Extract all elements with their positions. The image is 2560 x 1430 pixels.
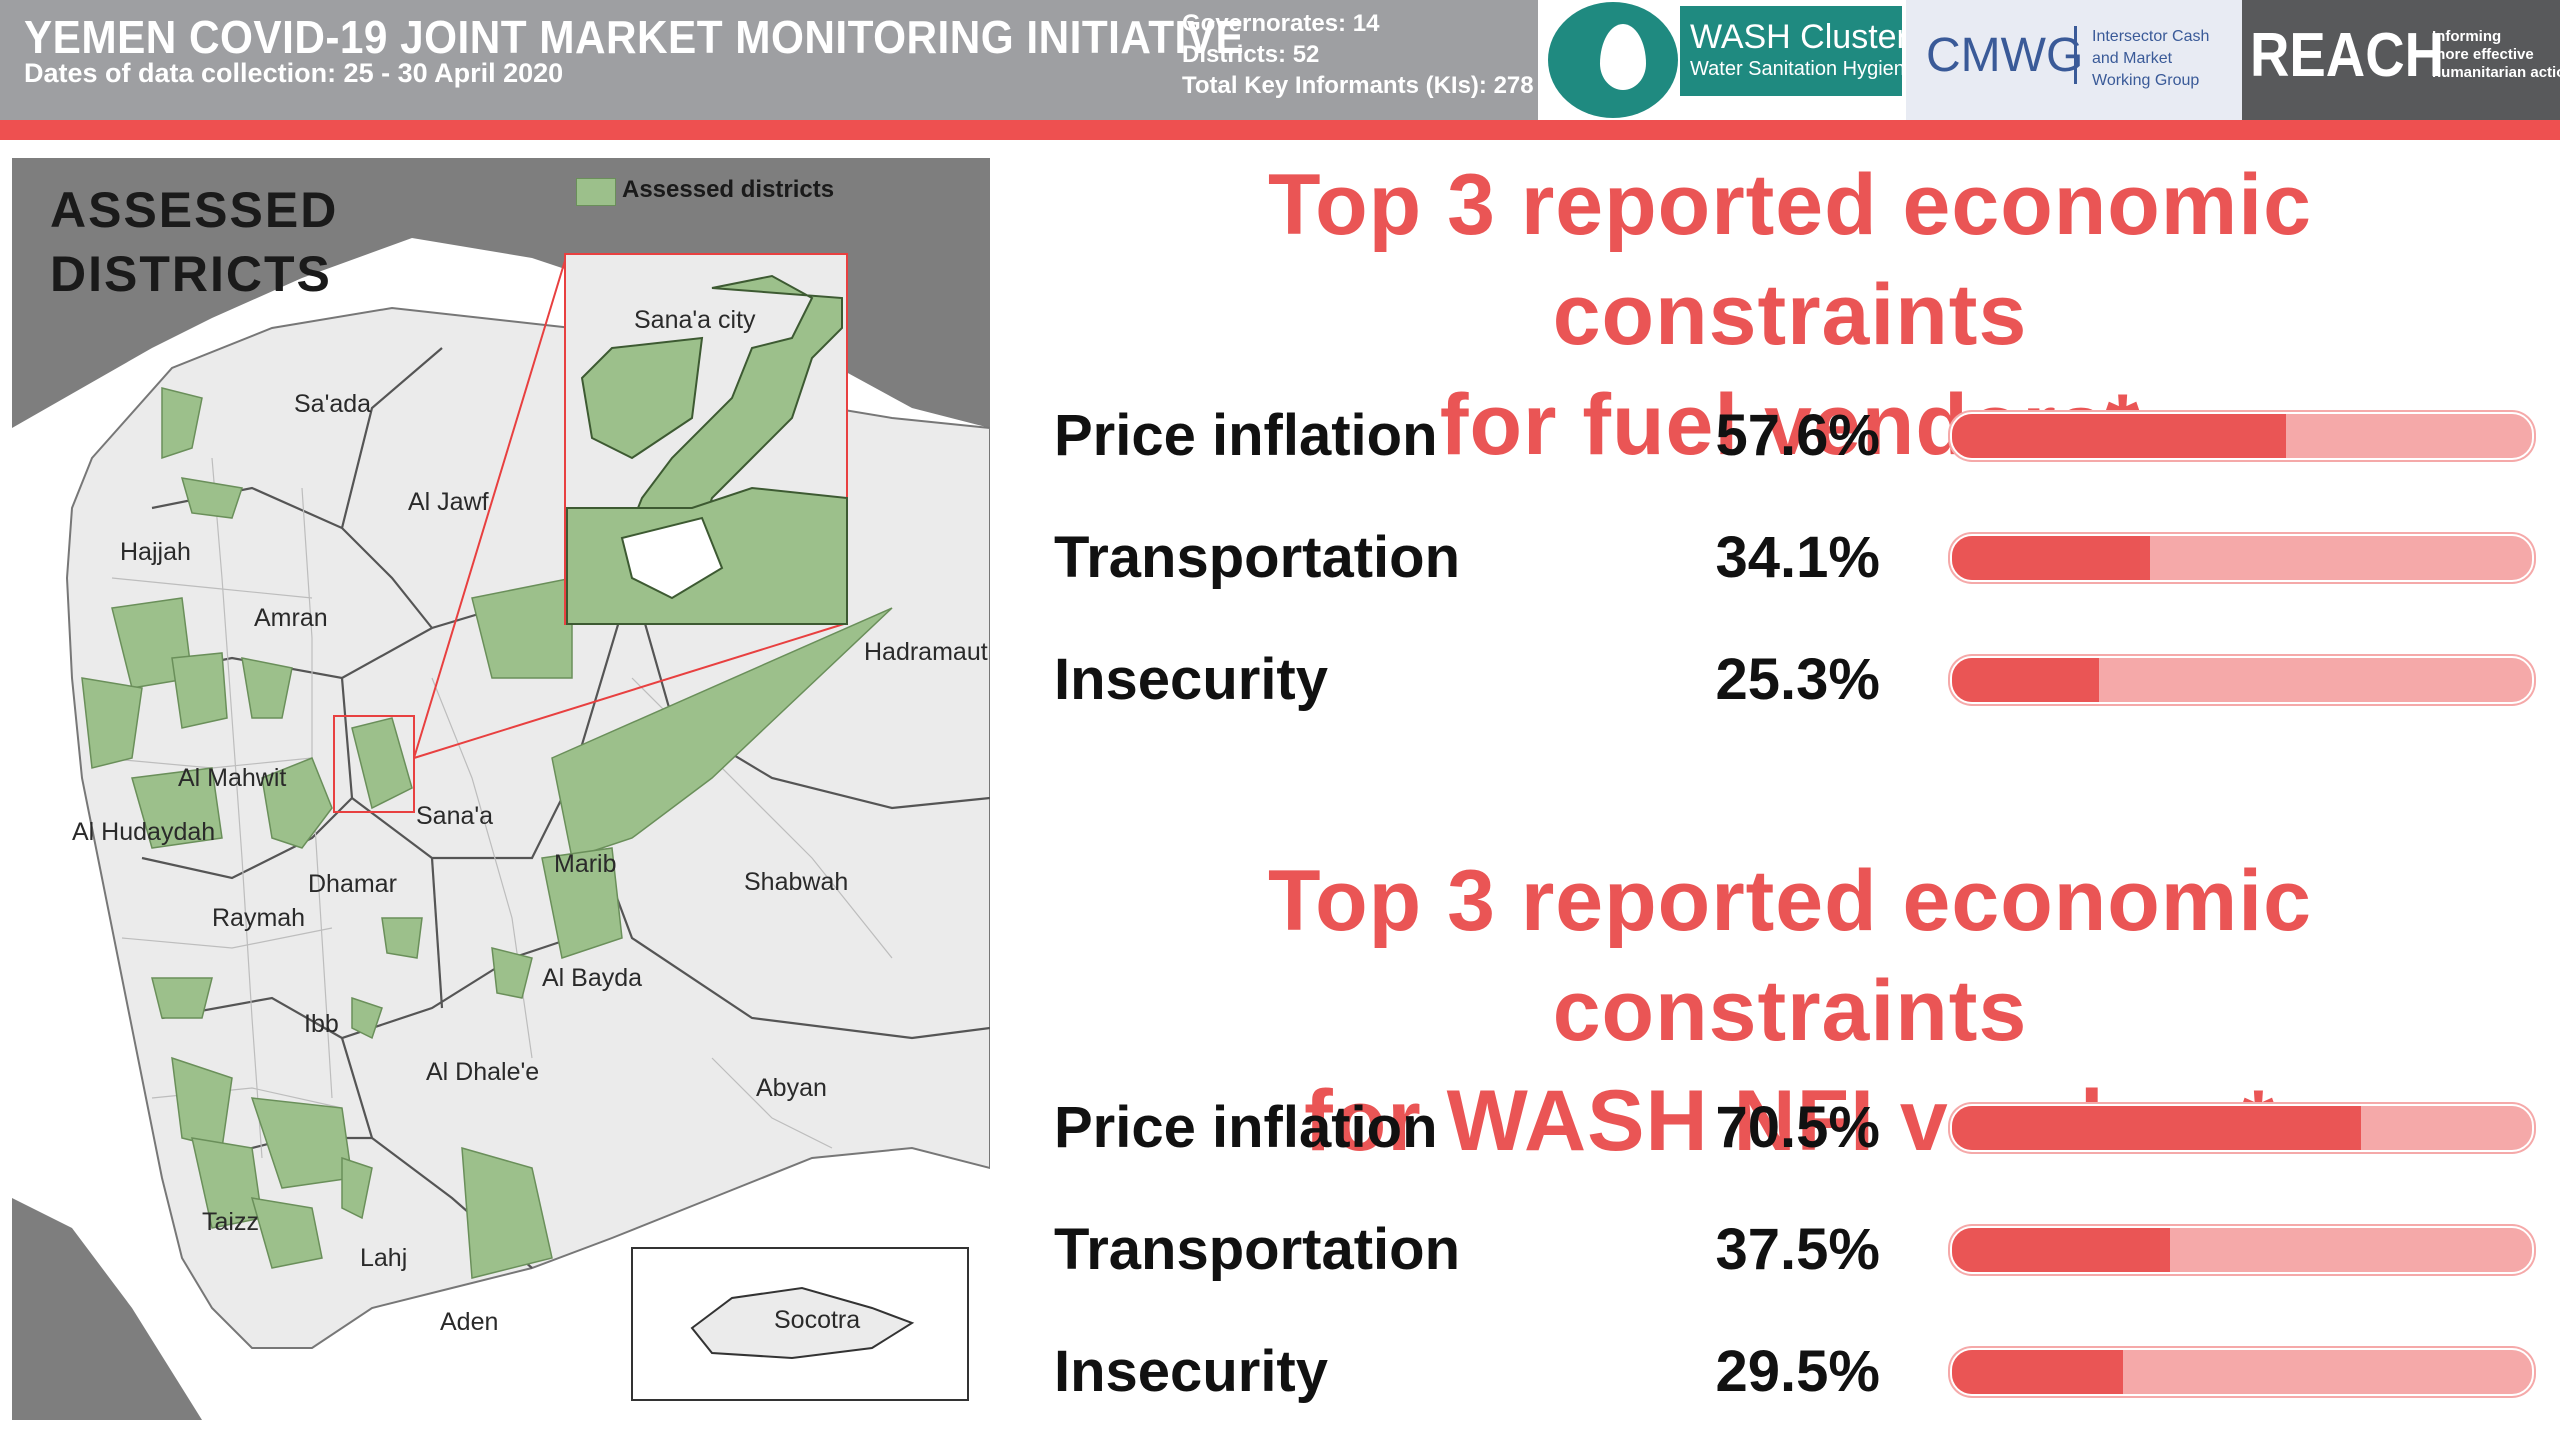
wash-logo-title: WASH Cluster xyxy=(1690,18,1908,56)
collection-dates: Dates of data collection: 25 - 30 April … xyxy=(24,58,564,88)
cmwg-logo-tagline: Intersector Cash and Market Working Grou… xyxy=(2092,28,2210,89)
map-label-al-mahwit: Al Mahwit xyxy=(178,764,287,792)
bar-fill xyxy=(1952,414,2287,458)
governorates-count: Governorates: 14 xyxy=(1182,10,1380,37)
fuel-price-inflation-bar xyxy=(1950,412,2534,460)
wash-row-value: 37.5% xyxy=(1715,1217,1880,1282)
wash-insecurity-bar xyxy=(1950,1348,2534,1396)
coverage-stats: Governorates: 14 Districts: 52 Total Key… xyxy=(1182,8,1534,101)
wash-row-value: 70.5% xyxy=(1715,1095,1880,1160)
reach-logo: REACH Informing more effective humanitar… xyxy=(2242,0,2560,120)
bar-fill xyxy=(1952,658,2099,702)
header-accent-stripe xyxy=(0,120,2560,140)
key-informants-count: Total Key Informants (KIs): 278 xyxy=(1182,72,1534,99)
wash-row-label: Price inflation xyxy=(1054,1095,1438,1160)
map-label-amran: Amran xyxy=(254,604,328,632)
map-label-dhamar: Dhamar xyxy=(308,870,397,898)
map-label-sanaa-city: Sana'a city xyxy=(634,306,756,334)
districts-count: Districts: 52 xyxy=(1182,41,1320,68)
map-label-al-dhalee: Al Dhale'e xyxy=(426,1058,540,1086)
header-bar: YEMEN COVID-19 JOINT MARKET MONITORING I… xyxy=(0,0,2560,120)
map-label-al-hudaydah: Al Hudaydah xyxy=(72,818,216,846)
map-label-socotra: Socotra xyxy=(774,1306,861,1334)
cmwg-logo-text: CMWG xyxy=(1926,29,2084,82)
wash-row-label: Transportation xyxy=(1054,1217,1461,1282)
bar-fill xyxy=(1952,536,2150,580)
bar-fill xyxy=(1952,1228,2170,1272)
wash-price-inflation-bar xyxy=(1950,1104,2534,1152)
map-label-ibb: Ibb xyxy=(304,1010,339,1038)
map-label-hadramaut: Hadramaut xyxy=(864,638,988,666)
fuel-row-value: 57.6% xyxy=(1715,403,1880,468)
map-label-hajjah: Hajjah xyxy=(120,538,191,566)
wash-transportation-bar xyxy=(1950,1226,2534,1274)
reach-logo-text: REACH xyxy=(2250,21,2444,90)
fuel-row-label: Transportation xyxy=(1054,525,1461,590)
bar-fill xyxy=(1952,1106,2361,1150)
wash-logo-subtitle: Water Sanitation Hygiene xyxy=(1690,58,1917,80)
legend-swatch-assessed xyxy=(576,178,616,206)
fuel-row-value: 25.3% xyxy=(1715,647,1880,712)
map-label-marib: Marib xyxy=(554,850,617,878)
map-label-al-bayda: Al Bayda xyxy=(542,964,643,992)
yemen-map-graphic xyxy=(12,158,990,1420)
map-label-raymah: Raymah xyxy=(212,904,306,932)
cmwg-logo: CMWG Intersector Cash and Market Working… xyxy=(1906,0,2242,120)
reach-logo-tagline: Informing more effective humanitarian ac… xyxy=(2432,28,2560,81)
wash-cluster-logo: WASH Cluster Water Sanitation Hygiene xyxy=(1538,0,1916,120)
assessed-districts-map: ASSESSED DISTRICTS Assessed districts Sa… xyxy=(12,158,990,1420)
fuel-row-label: Price inflation xyxy=(1054,403,1438,468)
map-title: ASSESSED DISTRICTS xyxy=(50,182,339,302)
map-label-sanaa: Sana'a xyxy=(416,802,494,830)
map-label-al-jawf: Al Jawf xyxy=(408,488,489,516)
fuel-transportation-bar xyxy=(1950,534,2534,582)
map-label-taizz: Taizz xyxy=(202,1208,259,1236)
map-label-lahj: Lahj xyxy=(360,1244,408,1272)
map-label-abyan: Abyan xyxy=(756,1074,827,1102)
legend-label-assessed: Assessed districts xyxy=(622,176,835,203)
fuel-section-title: Top 3 reported economic constraints for … xyxy=(1268,157,2312,473)
bar-fill xyxy=(1952,1350,2124,1394)
fuel-insecurity-bar xyxy=(1950,656,2534,704)
fuel-row-value: 34.1% xyxy=(1715,525,1880,590)
map-label-shabwah: Shabwah xyxy=(744,868,849,896)
water-drop-icon xyxy=(1548,2,1678,118)
wash-row-label: Insecurity xyxy=(1054,1339,1328,1404)
map-label-saada: Sa'ada xyxy=(294,390,372,418)
page-title: YEMEN COVID-19 JOINT MARKET MONITORING I… xyxy=(24,11,1245,63)
wash-row-value: 29.5% xyxy=(1715,1339,1880,1404)
fuel-row-label: Insecurity xyxy=(1054,647,1328,712)
map-label-aden: Aden xyxy=(440,1308,499,1336)
